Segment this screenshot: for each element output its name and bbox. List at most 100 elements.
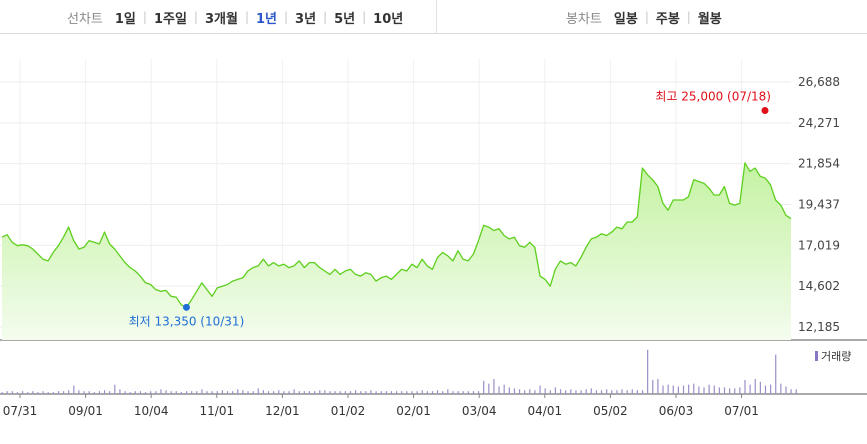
- volume-bar: [729, 388, 731, 394]
- volume-bar: [298, 391, 300, 394]
- volume-bar: [682, 385, 685, 394]
- volume-bar: [488, 383, 490, 394]
- volume-bar: [723, 387, 726, 394]
- volume-bar: [98, 391, 101, 394]
- volume-bar: [109, 391, 111, 394]
- volume-bar: [447, 389, 449, 394]
- volume-bar: [544, 388, 546, 394]
- volume-bar: [288, 391, 290, 394]
- volume-bar: [21, 391, 24, 394]
- volume-bar: [1, 392, 3, 394]
- volume-bar: [293, 389, 295, 394]
- candle-daily-button[interactable]: 일봉: [613, 11, 638, 27]
- period-5y-button[interactable]: 5년: [334, 11, 356, 27]
- volume-bar: [708, 384, 710, 394]
- volume-bar: [749, 384, 751, 394]
- price-area: [1, 162, 792, 340]
- y-tick-label: 17,019: [798, 238, 840, 252]
- x-tick-label: 01/02: [331, 404, 366, 418]
- volume-bar: [595, 390, 598, 394]
- separator: |: [284, 10, 289, 24]
- volume-bar: [175, 391, 177, 394]
- volume-bar: [401, 391, 403, 394]
- chart-canvas: 26,688 24,271 21,854 19,437 17,019 14,602 12,1…: [0, 59, 867, 418]
- max-point-marker: [761, 107, 769, 115]
- volume-bar: [42, 391, 44, 394]
- volume-bar: [734, 388, 736, 394]
- volume-bar: [462, 391, 464, 394]
- volume-bar: [518, 389, 521, 394]
- volume-bar: [57, 391, 60, 394]
- volume-bar: [416, 391, 418, 394]
- volume-bar: [472, 391, 475, 394]
- volume-bar: [314, 391, 316, 394]
- volume-bar: [647, 349, 649, 394]
- volume-bar: [252, 391, 254, 394]
- volume-bar: [226, 391, 229, 394]
- separator: |: [142, 10, 147, 24]
- candle-chart-label: 봉차트: [566, 11, 602, 27]
- x-tick-label: 06/03: [659, 404, 694, 418]
- volume-bar: [32, 391, 34, 394]
- volume-bar: [554, 387, 557, 394]
- x-tick-label: 12/01: [265, 404, 300, 418]
- volume-bar: [636, 390, 638, 394]
- y-tick-label: 12,185: [798, 320, 840, 334]
- volume-bar: [795, 389, 797, 394]
- volume-bar: [365, 391, 367, 394]
- y-tick-label: 19,437: [798, 198, 840, 212]
- toolbar-divider: [436, 0, 437, 34]
- volume-bar: [344, 391, 346, 394]
- volume-bar: [775, 354, 777, 394]
- volume-bar: [385, 391, 387, 394]
- volume-legend-swatch: [815, 351, 818, 361]
- volume-bar: [93, 392, 95, 394]
- period-1y-button[interactable]: 1년: [255, 11, 277, 27]
- period-1w-button[interactable]: 1주일: [153, 11, 187, 27]
- volume-bar: [426, 391, 428, 394]
- period-10y-button[interactable]: 10년: [373, 11, 404, 27]
- volume-bar: [370, 390, 372, 394]
- volume-bar: [144, 392, 147, 394]
- period-3y-button[interactable]: 3년: [295, 11, 317, 27]
- candle-weekly-button[interactable]: 주봉: [655, 11, 680, 27]
- x-tick-label: 05/02: [593, 404, 628, 418]
- candle-chart-periods: 봉차트 일봉 | 주봉 | 월봉: [566, 0, 722, 34]
- volume-bar: [237, 389, 239, 394]
- volume-bar: [124, 391, 126, 394]
- volume-bar: [155, 391, 157, 394]
- stock-chart[interactable]: 26,688 24,271 21,854 19,437 17,019 14,602 12,1…: [0, 35, 867, 440]
- candle-monthly-button[interactable]: 월봉: [697, 11, 722, 27]
- volume-bar: [78, 390, 80, 394]
- volume-bar: [380, 391, 382, 394]
- volume-bar: [185, 391, 188, 394]
- volume-bar: [257, 388, 259, 394]
- volume-bar: [442, 391, 444, 394]
- volume-bar: [549, 390, 551, 394]
- period-1d-button[interactable]: 1일: [114, 11, 136, 27]
- volume-bar: [590, 388, 592, 394]
- volume-bar: [355, 390, 357, 394]
- volume-bar: [349, 391, 352, 394]
- volume-bar: [37, 392, 39, 394]
- volume-bar: [52, 392, 54, 394]
- volume-bar: [754, 378, 756, 394]
- period-3m-button[interactable]: 3개월: [204, 11, 238, 27]
- volume-bar: [770, 384, 772, 394]
- y-axis-labels: 26,688 24,271 21,854 19,437 17,019 14,602 12,1…: [798, 75, 840, 334]
- volume-bar: [483, 380, 485, 394]
- volume-bar: [498, 386, 500, 394]
- volume-bar: [759, 381, 761, 394]
- volume-bar: [206, 391, 208, 394]
- volume-bar: [329, 391, 331, 394]
- volume-legend-label: 거래량: [821, 350, 851, 363]
- volume-bar: [88, 391, 90, 394]
- x-tick-label: 02/01: [396, 404, 431, 418]
- volume-bar: [283, 391, 285, 394]
- price-area-fill: [2, 162, 791, 340]
- volume-bar: [764, 385, 767, 394]
- volume-bar: [631, 389, 633, 394]
- x-tick-label: 03/04: [462, 404, 497, 418]
- x-axis-labels: 07/31 09/01 10/04 11/01 12/01 01/02 02/01 03/04…: [3, 394, 759, 418]
- volume-bar: [534, 390, 536, 394]
